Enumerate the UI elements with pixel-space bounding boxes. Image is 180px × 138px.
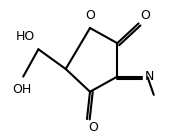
Text: N: N xyxy=(145,70,154,83)
Text: OH: OH xyxy=(12,83,31,96)
Text: O: O xyxy=(140,9,150,22)
Text: O: O xyxy=(89,121,98,134)
Text: O: O xyxy=(85,9,95,22)
Text: HO: HO xyxy=(16,30,35,43)
